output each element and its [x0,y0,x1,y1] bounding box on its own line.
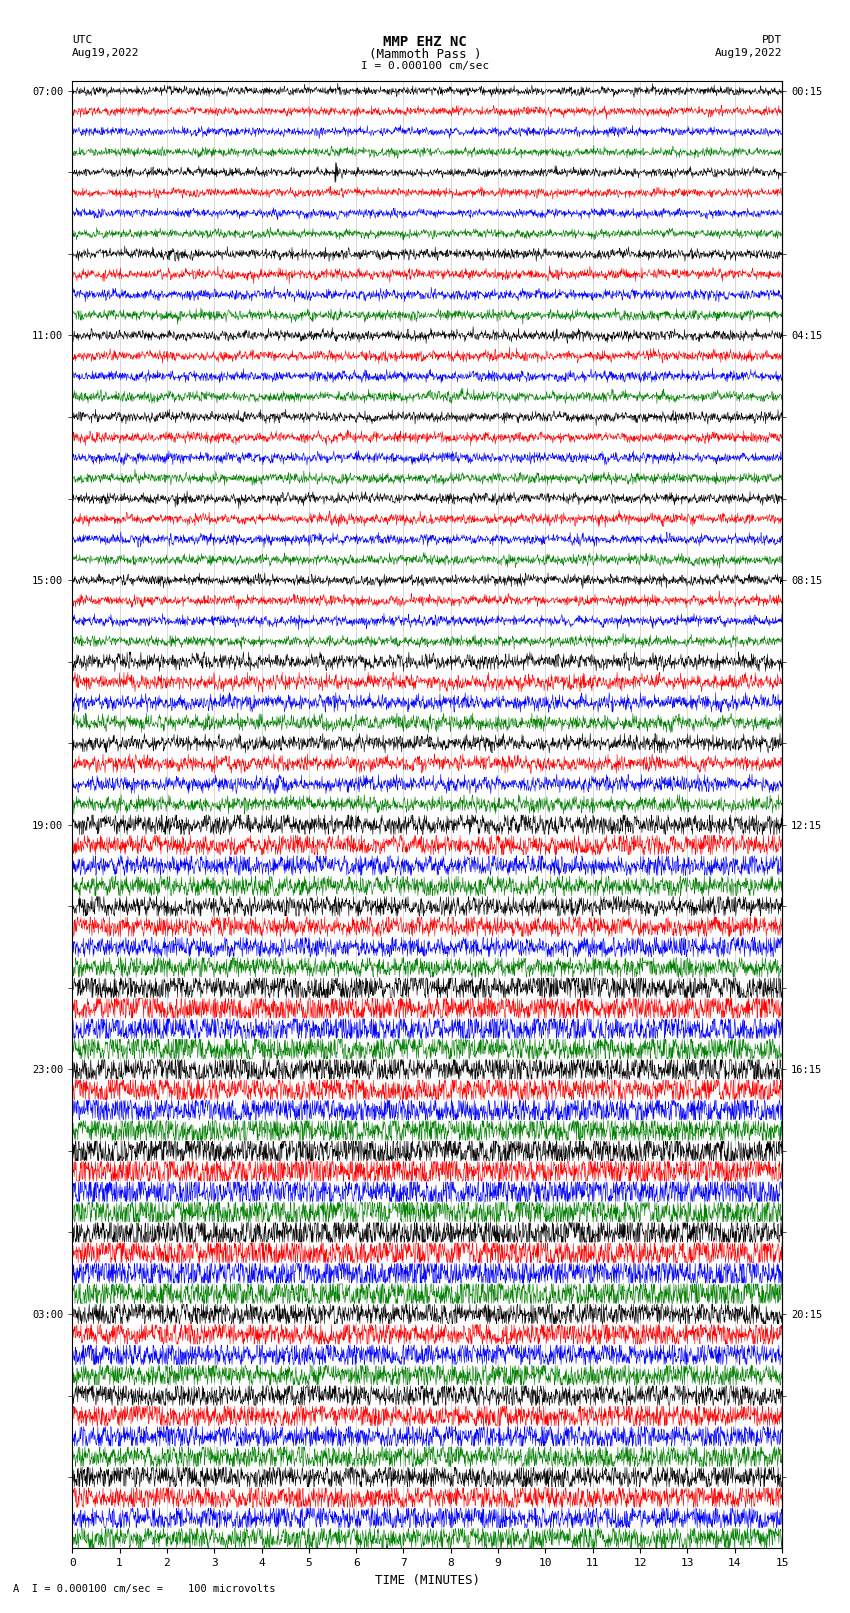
Text: I = 0.000100 cm/sec: I = 0.000100 cm/sec [361,61,489,71]
Text: A  I = 0.000100 cm/sec =    100 microvolts: A I = 0.000100 cm/sec = 100 microvolts [13,1584,275,1594]
Text: Aug19,2022: Aug19,2022 [72,48,139,58]
Text: Aug19,2022: Aug19,2022 [715,48,782,58]
Text: (Mammoth Pass ): (Mammoth Pass ) [369,48,481,61]
Text: UTC: UTC [72,35,93,45]
Text: PDT: PDT [762,35,782,45]
Text: MMP EHZ NC: MMP EHZ NC [383,35,467,50]
X-axis label: TIME (MINUTES): TIME (MINUTES) [375,1574,479,1587]
